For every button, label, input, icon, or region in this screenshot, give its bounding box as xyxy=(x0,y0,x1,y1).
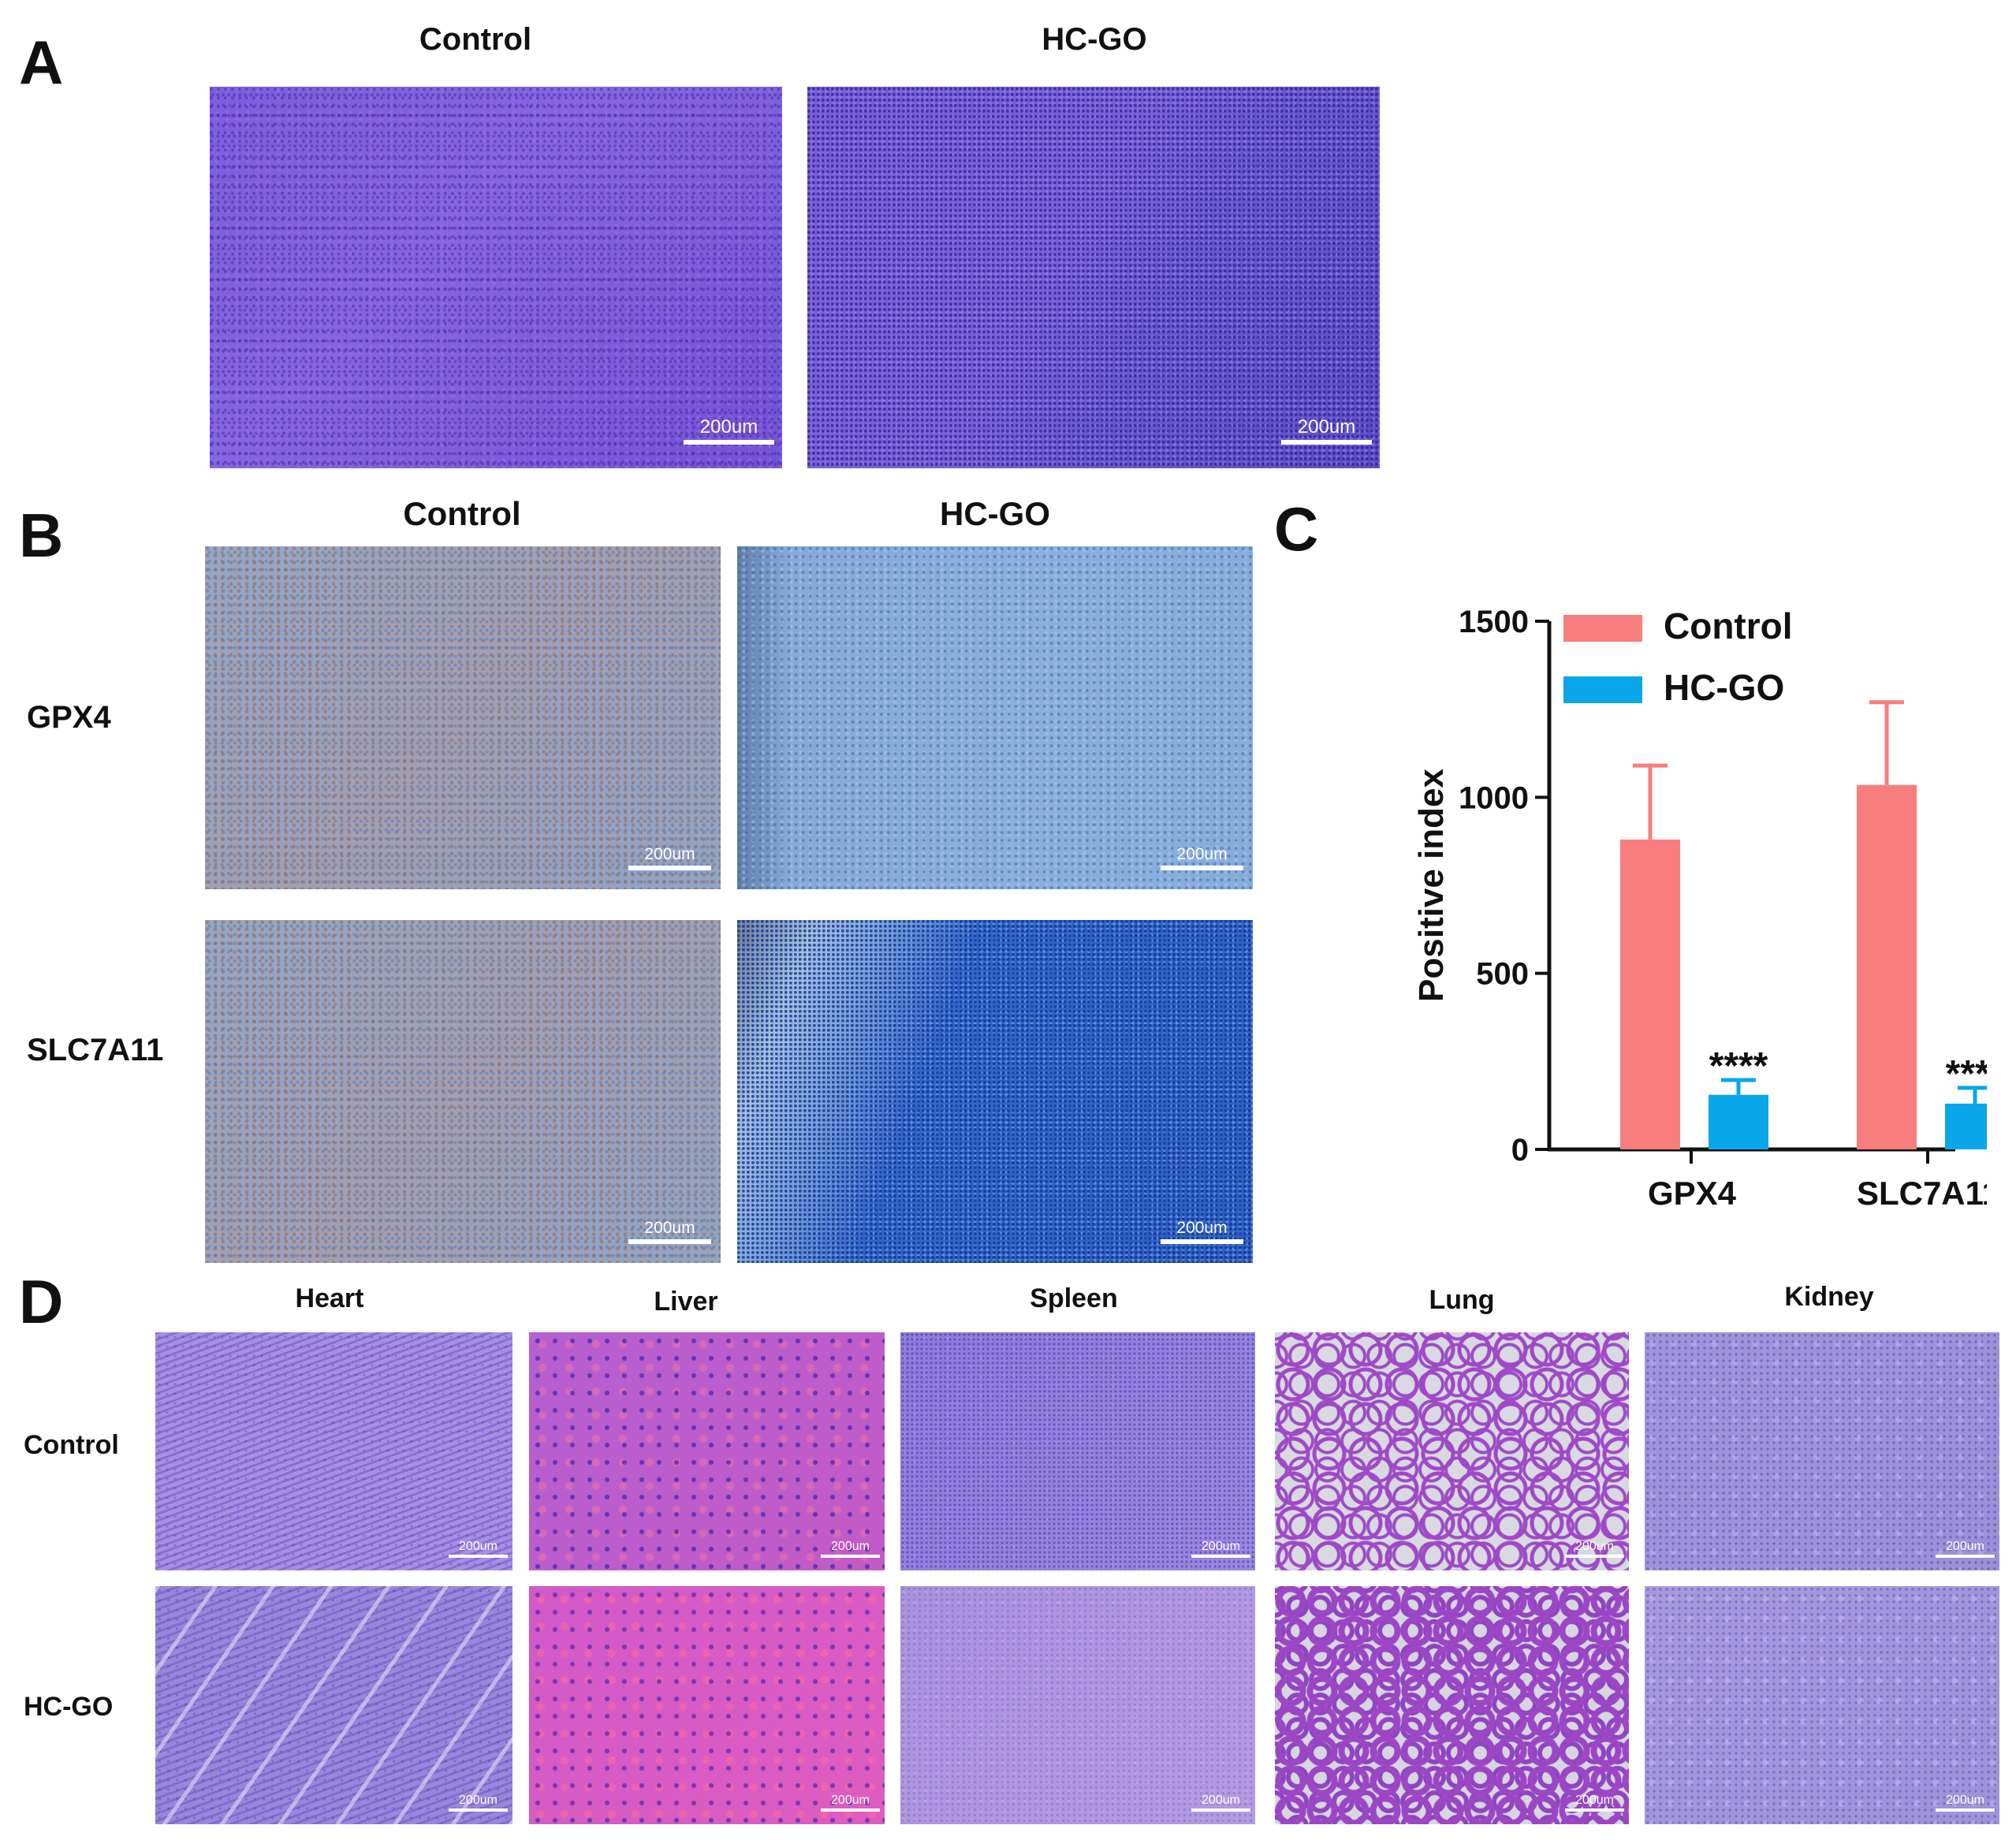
panel-a-control-micrograph: 200um xyxy=(210,87,782,468)
panel-a-column-hcgo: HC-GO xyxy=(1042,22,1147,57)
scale-bar xyxy=(628,866,711,870)
panel-d-liver-control-micrograph: 200um xyxy=(529,1332,885,1570)
scale-label: 200um xyxy=(1297,416,1356,438)
scale-bar xyxy=(449,1555,508,1558)
scale-bar xyxy=(821,1555,880,1558)
panel-d-kidney-hcgo-micrograph: 200um xyxy=(1645,1586,1999,1824)
scale-bar xyxy=(1161,866,1243,870)
scale-label: 200um xyxy=(699,416,758,438)
panel-b-gpx4-control-micrograph: 200um xyxy=(205,546,721,889)
panel-d-column-heart: Heart xyxy=(295,1283,364,1313)
panel-b-row-slc7a11: SLC7A11 xyxy=(27,1033,164,1067)
legend-swatch xyxy=(1563,615,1642,642)
bar xyxy=(1709,1094,1768,1149)
scale-label: 200um xyxy=(1946,1540,1984,1553)
panel-d-lung-hcgo-micrograph: 200um xyxy=(1275,1586,1629,1824)
scale-bar xyxy=(1191,1808,1250,1812)
scale-bar xyxy=(1565,1555,1624,1558)
panel-d-liver-hcgo-micrograph: 200um xyxy=(529,1586,885,1824)
panel-b-slc7a11-control-micrograph: 200um xyxy=(205,920,721,1263)
panel-d-column-lung: Lung xyxy=(1429,1285,1495,1315)
bar xyxy=(1857,784,1917,1149)
legend-label: HC-GO xyxy=(1664,667,1784,708)
panel-d-row-hcgo: HC-GO xyxy=(24,1692,114,1722)
scale-bar xyxy=(1565,1808,1624,1812)
scale-label: 200um xyxy=(1202,1540,1240,1553)
panel-b-gpx4-hcgo-micrograph: 200um xyxy=(737,546,1253,889)
panel-b-slc7a11-hcgo-micrograph: 200um xyxy=(737,920,1253,1263)
panel-d-lung-control-micrograph: 200um xyxy=(1275,1332,1629,1570)
panel-b-column-hcgo: HC-GO xyxy=(940,495,1050,532)
y-axis-title: Positive index xyxy=(1412,769,1451,1002)
bar xyxy=(1620,839,1680,1149)
panel-a-hcgo-micrograph: 200um xyxy=(807,87,1380,468)
panel-d-heart-control-micrograph: 200um xyxy=(155,1332,512,1570)
scale-bar xyxy=(449,1808,508,1812)
scale-bar xyxy=(684,440,774,445)
panel-d-label: D xyxy=(19,1267,64,1336)
scale-label: 200um xyxy=(1176,845,1228,863)
y-tick-label: 500 xyxy=(1476,957,1529,992)
scale-label: 200um xyxy=(1575,1540,1614,1553)
scale-label: 200um xyxy=(831,1540,870,1553)
scale-bar xyxy=(628,1239,711,1244)
scale-label: 200um xyxy=(1575,1793,1614,1807)
panel-d-spleen-control-micrograph: 200um xyxy=(900,1332,1255,1570)
scale-bar xyxy=(1161,1239,1243,1244)
scale-bar xyxy=(821,1808,880,1812)
panel-d-column-spleen: Spleen xyxy=(1030,1283,1118,1313)
significance-label: **** xyxy=(1709,1045,1768,1087)
scale-bar xyxy=(1936,1808,1995,1812)
scale-label: 200um xyxy=(459,1793,497,1807)
significance-label: **** xyxy=(1946,1053,1987,1095)
panel-a-column-control: Control xyxy=(419,22,532,57)
legend-swatch xyxy=(1563,676,1642,703)
y-tick-label: 0 xyxy=(1511,1133,1529,1168)
panel-b-column-control: Control xyxy=(403,495,521,532)
panel-d-column-liver: Liver xyxy=(654,1287,718,1317)
bar xyxy=(1945,1103,1987,1149)
scale-label: 200um xyxy=(831,1793,870,1807)
scale-label: 200um xyxy=(644,1219,695,1237)
scale-label: 200um xyxy=(1946,1793,1984,1807)
panel-d-column-kidney: Kidney xyxy=(1784,1282,1874,1312)
panel-d-spleen-hcgo-micrograph: 200um xyxy=(900,1586,1255,1824)
panel-d-kidney-control-micrograph: 200um xyxy=(1645,1332,1999,1570)
panel-b-row-gpx4: GPX4 xyxy=(27,700,111,735)
scale-bar xyxy=(1191,1555,1250,1558)
panel-d-heart-hcgo-micrograph: 200um xyxy=(155,1586,512,1824)
scale-label: 200um xyxy=(459,1540,497,1553)
panel-b-label: B xyxy=(19,501,64,570)
legend-label: Control xyxy=(1664,605,1793,646)
x-tick-label: GPX4 xyxy=(1648,1175,1737,1212)
y-tick-label: 1500 xyxy=(1459,605,1529,639)
scale-bar xyxy=(1281,440,1372,445)
panel-c-label: C xyxy=(1274,494,1319,564)
y-tick-label: 1000 xyxy=(1459,780,1529,815)
positive-index-bar-chart: 0 500 1000 1500 Positive index GPX4 SLC7A11 **… xyxy=(1412,605,1987,1212)
scale-label: 200um xyxy=(1202,1793,1240,1807)
x-tick-label: SLC7A11 xyxy=(1857,1175,1987,1212)
panel-a-label: A xyxy=(19,28,64,97)
panel-d-row-control: Control xyxy=(24,1430,119,1460)
scale-label: 200um xyxy=(1176,1219,1228,1237)
scale-label: 200um xyxy=(644,845,695,863)
scale-bar xyxy=(1936,1555,1995,1558)
